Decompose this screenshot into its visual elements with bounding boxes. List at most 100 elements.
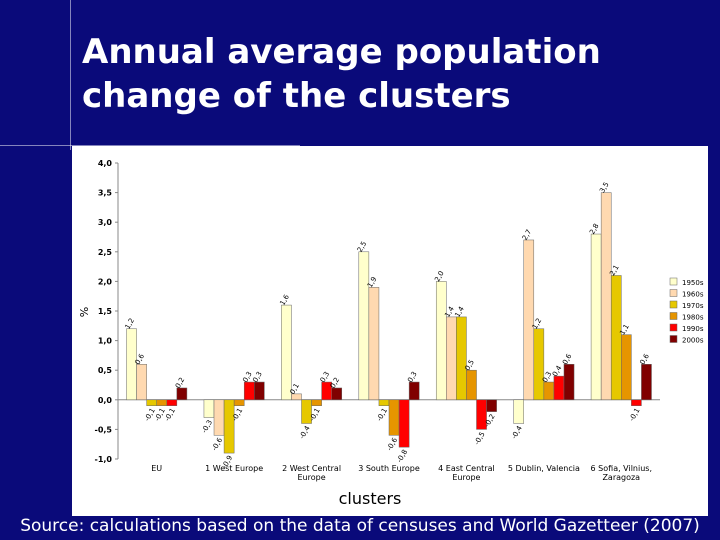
y-tick-label: 3,0 (98, 218, 113, 227)
x-tick-label-box: 1 West Europe (205, 464, 264, 473)
bar (378, 399, 390, 406)
bar (466, 369, 477, 401)
bar (213, 399, 225, 436)
bar (388, 399, 400, 436)
bar (368, 287, 380, 401)
chart: -1,0-0,50,00,51,01,52,02,53,03,54,0%1,20… (78, 159, 704, 508)
legend-label: 1970s (682, 302, 704, 310)
value-label: -0,1 (628, 407, 642, 423)
bar (398, 399, 410, 448)
bar (533, 328, 545, 401)
legend-swatch (669, 323, 678, 332)
bar (136, 364, 147, 401)
legend-swatch (669, 312, 678, 320)
bar (600, 192, 612, 401)
legend-label: 1980s (682, 314, 704, 322)
x-tick-label: 3 South Europe (358, 464, 420, 473)
bar (610, 275, 622, 401)
value-label: 1,4 (453, 305, 466, 319)
value-label: -0,6 (210, 436, 224, 452)
y-tick-label: 2,5 (98, 248, 113, 257)
bar (456, 316, 467, 401)
x-tick-label-box: 6 Sofia, Vilnius, Zaragoza (590, 464, 652, 482)
y-tick-label: 4,0 (98, 159, 113, 168)
bar (408, 381, 420, 401)
bar (523, 239, 535, 401)
bar (446, 316, 457, 401)
y-tick-label: 0,0 (98, 396, 113, 405)
y-tick-label: 1,5 (98, 307, 113, 316)
decor-line (0, 145, 300, 146)
bar (513, 399, 524, 424)
bar (126, 328, 137, 401)
value-label: -0,5 (473, 430, 487, 446)
bar (563, 364, 575, 401)
bar (590, 233, 602, 401)
decor-line (70, 0, 71, 150)
y-tick-label: 2,0 (98, 277, 113, 286)
value-label: 1,6 (278, 293, 291, 307)
legend-label: 1950s (682, 279, 704, 287)
value-label: 0,4 (551, 364, 564, 378)
bar (311, 399, 322, 406)
value-label: -0,1 (375, 407, 389, 423)
bar (358, 251, 370, 401)
bar (331, 387, 343, 401)
bar (176, 387, 188, 401)
bar (631, 399, 642, 406)
source-note: Source: calculations based on the data o… (20, 516, 700, 536)
bar (301, 399, 312, 424)
x-tick-label: 1 West Europe (205, 464, 264, 473)
bar (476, 399, 487, 430)
x-tick-label: 4 East Central Europe (438, 464, 495, 482)
bar (156, 399, 168, 406)
legend-label: 1990s (682, 325, 704, 333)
bar (291, 393, 302, 401)
y-axis-label: % (78, 307, 91, 317)
x-tick-label: EU (151, 464, 163, 473)
y-tick-label: -1,0 (95, 455, 113, 464)
value-label: -0,4 (298, 424, 312, 440)
value-label: -0,6 (385, 436, 399, 452)
bar (254, 381, 265, 401)
bar (641, 364, 652, 401)
legend-label: 1960s (682, 291, 704, 299)
y-tick-label: -0,5 (95, 425, 113, 434)
legend-swatch (669, 335, 678, 343)
x-tick-label-box: 2 West Central Europe (282, 464, 341, 482)
x-tick-label: 6 Sofia, Vilnius, Zaragoza (590, 464, 652, 482)
chart-panel: -1,0 -0,5 0,0 0,5 1,0 1,5 2,0 2,5 3,0 3,5 4,0% 1,2 0… (72, 146, 708, 516)
bar (553, 375, 565, 401)
bar (166, 399, 178, 406)
slide-title: Annual average population change of the … (82, 32, 601, 116)
bar (233, 399, 245, 406)
y-tick-label: 3,5 (98, 189, 113, 198)
value-label: -0,8 (395, 448, 409, 464)
bar (435, 281, 447, 401)
y-tick-label: 1,0 (98, 337, 113, 346)
x-tick-label-box: 5 Dublin, Valencia (507, 464, 580, 473)
value-label: -0,3 (200, 419, 214, 435)
legend-swatch (669, 289, 678, 297)
x-axis-label: clusters (339, 489, 402, 508)
bar (281, 304, 292, 401)
legend-label: 2000s (682, 337, 704, 345)
x-tick-label-box: 3 South Europe (358, 464, 420, 473)
x-tick-label-box: EU (151, 464, 163, 473)
bar (621, 334, 632, 401)
legend-swatch (669, 300, 678, 309)
x-tick-label: 5 Dublin, Valencia (507, 464, 580, 473)
bar (146, 399, 157, 406)
value-label: -0,1 (163, 407, 177, 423)
x-tick-label-box: 4 East Central Europe (438, 464, 495, 482)
y-tick-label: 0,5 (98, 366, 113, 375)
bar (203, 399, 215, 418)
legend-swatch (669, 277, 678, 286)
bar (486, 399, 497, 412)
value-label: 0,6 (561, 352, 574, 366)
bar (223, 399, 235, 454)
bar (243, 381, 255, 401)
value-label: -0,4 (510, 424, 524, 440)
bar (543, 381, 555, 401)
